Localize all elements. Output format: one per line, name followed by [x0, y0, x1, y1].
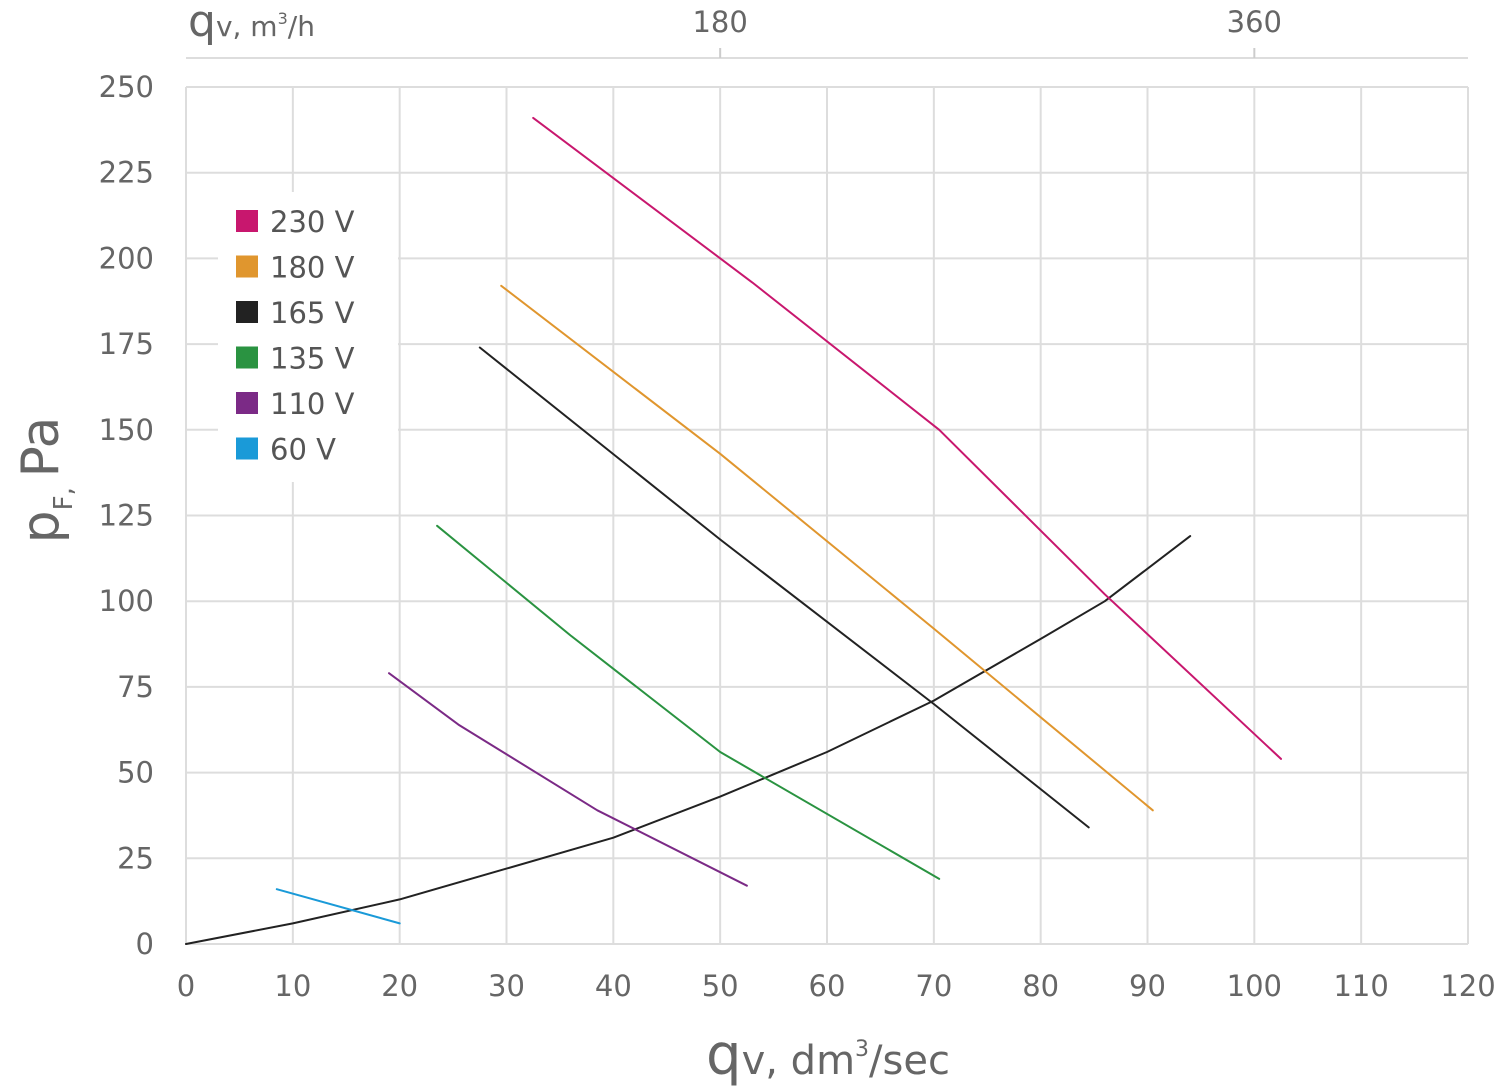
x-tick-label: 110: [1333, 969, 1388, 1003]
legend-label: 165 V: [270, 296, 355, 330]
legend: 230 V 180 V 165 V 135 V 110 V 60 V: [218, 192, 398, 482]
y-tick-label: 50: [117, 756, 154, 790]
y-axis-title-space: [31, 478, 66, 488]
y-tick-label: 75: [117, 670, 154, 704]
series-line-180v: [500, 284, 1154, 812]
series-line-110v: [388, 672, 748, 887]
system-curve-line: [185, 535, 1192, 945]
top-axis-title-unit: /h: [288, 10, 315, 43]
x-tick-label: 50: [702, 969, 739, 1003]
legend-label: 230 V: [270, 205, 355, 239]
x-axis-title: qv, dm3/sec: [706, 1023, 950, 1088]
legend-swatch: [236, 346, 258, 369]
grid: [185, 86, 1469, 945]
top-tick-label: 180: [692, 5, 747, 39]
y-tick-label: 250: [99, 70, 154, 104]
top-axis-title: qv, m3/h: [188, 0, 315, 47]
x-tick-label: 80: [1022, 969, 1059, 1003]
x-axis-title-sup: 3: [855, 1037, 869, 1062]
series-line-60v: [275, 888, 401, 925]
x-tick-label: 20: [381, 969, 418, 1003]
y-tick-label: 225: [99, 156, 154, 190]
x-axis-title-q: q: [706, 1023, 742, 1088]
x-tick-label: 90: [1129, 969, 1166, 1003]
y-axis-title-p: p: [11, 510, 71, 543]
legend-swatch: [236, 392, 258, 414]
legend-swatch: [236, 255, 258, 278]
top-axis-title-sup: 3: [278, 9, 288, 28]
x-tick-label: 30: [488, 969, 525, 1003]
series-line-230v: [532, 116, 1282, 760]
top-axis-title-rest: v, m: [216, 10, 278, 43]
y-tick-label: 100: [99, 584, 154, 618]
top-axis-title-q: q: [188, 0, 216, 47]
series-layer: [185, 116, 1282, 945]
series-line-135v: [436, 524, 941, 880]
y-axis-title-unit: Pa: [11, 417, 71, 478]
legend-label: 180 V: [270, 251, 355, 285]
x-tick-label: 10: [274, 969, 311, 1003]
legend-swatch: [236, 437, 258, 460]
legend-label: 60 V: [270, 433, 336, 467]
y-axis-title: pF, Pa: [11, 417, 79, 544]
legend-box: [218, 192, 398, 482]
y-tick-label: 175: [99, 327, 154, 361]
legend-label: 135 V: [270, 342, 355, 376]
top-tick-label: 360: [1227, 5, 1282, 39]
x-tick-label: 60: [809, 969, 846, 1003]
y-tick-label: 25: [117, 841, 154, 875]
y-tick-label: 125: [99, 499, 154, 533]
y-axis-title-sub: F,: [49, 487, 79, 510]
legend-label: 110 V: [270, 387, 355, 421]
legend-swatch: [236, 301, 258, 323]
top-axis: 180 360: [186, 5, 1468, 59]
y-tick-label: 0: [136, 927, 154, 961]
y-tick-label: 150: [99, 413, 154, 447]
x-tick-label: 100: [1227, 969, 1282, 1003]
x-axis-ticks: 0 10 20 30 40 50 60 70 80 90 100 110 120: [177, 969, 1496, 1003]
y-tick-label: 200: [99, 241, 154, 275]
x-tick-label: 0: [177, 969, 195, 1003]
y-axis-ticks: 0 25 50 75 100 125 150 175 200 225 250: [99, 70, 154, 961]
x-tick-label: 40: [595, 969, 632, 1003]
legend-swatch: [236, 210, 258, 232]
series-line-165v: [478, 346, 1090, 829]
x-tick-label: 120: [1440, 969, 1495, 1003]
x-axis-title-unit: /sec: [869, 1038, 950, 1084]
x-axis-title-rest: v, dm: [742, 1038, 855, 1084]
x-tick-label: 70: [915, 969, 952, 1003]
